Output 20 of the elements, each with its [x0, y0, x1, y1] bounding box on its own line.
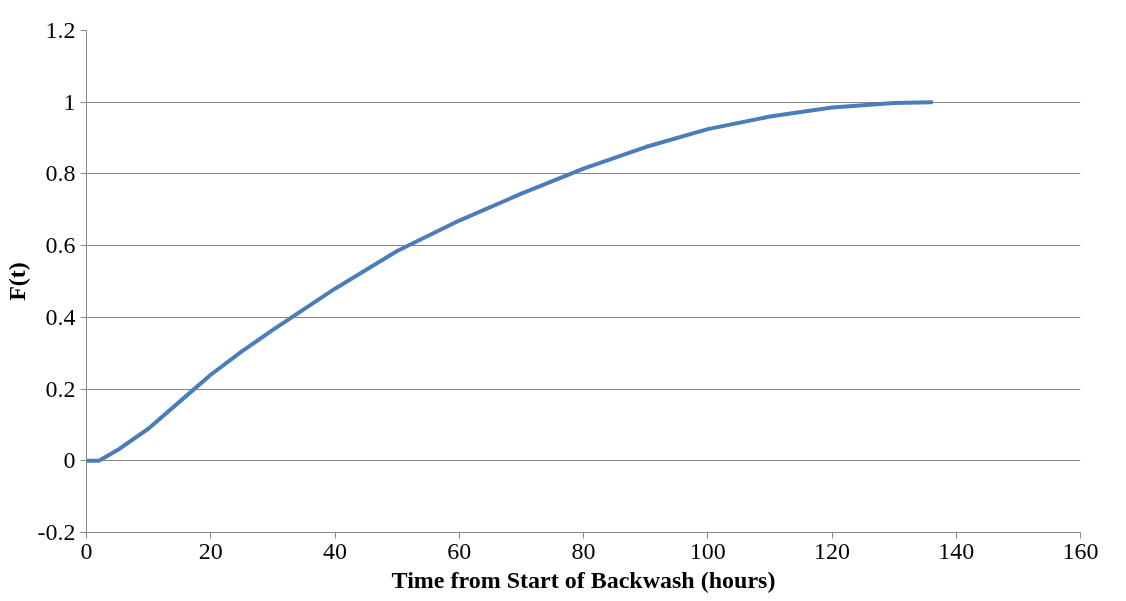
x-axis-title: Time from Start of Backwash (hours) [391, 566, 776, 593]
y-tick-label: 1.2 [45, 17, 76, 43]
y-axis-title: F(t) [3, 262, 30, 301]
y-tick-label: -0.2 [37, 519, 76, 545]
line-series [86, 100, 934, 463]
y-tick-label: 0.6 [45, 232, 76, 259]
x-tick-label: 140 [938, 537, 975, 564]
x-tick-label: 40 [323, 537, 347, 564]
x-tick-label: 160 [1062, 537, 1099, 564]
y-tick-label: 0 [63, 447, 76, 474]
x-tick-label: 120 [814, 537, 850, 564]
x-tick-label: 60 [447, 537, 472, 564]
x-tick-label: 100 [689, 537, 726, 564]
y-tick-label: 1 [63, 88, 76, 115]
x-tick-label: 20 [198, 537, 223, 564]
y-tick-label: 0.8 [45, 160, 76, 187]
x-tick-label: 80 [571, 537, 596, 564]
y-tick-label: 0.2 [45, 375, 76, 402]
x-tick-label: 0 [80, 537, 93, 564]
y-tick-label: 0.4 [45, 303, 76, 330]
